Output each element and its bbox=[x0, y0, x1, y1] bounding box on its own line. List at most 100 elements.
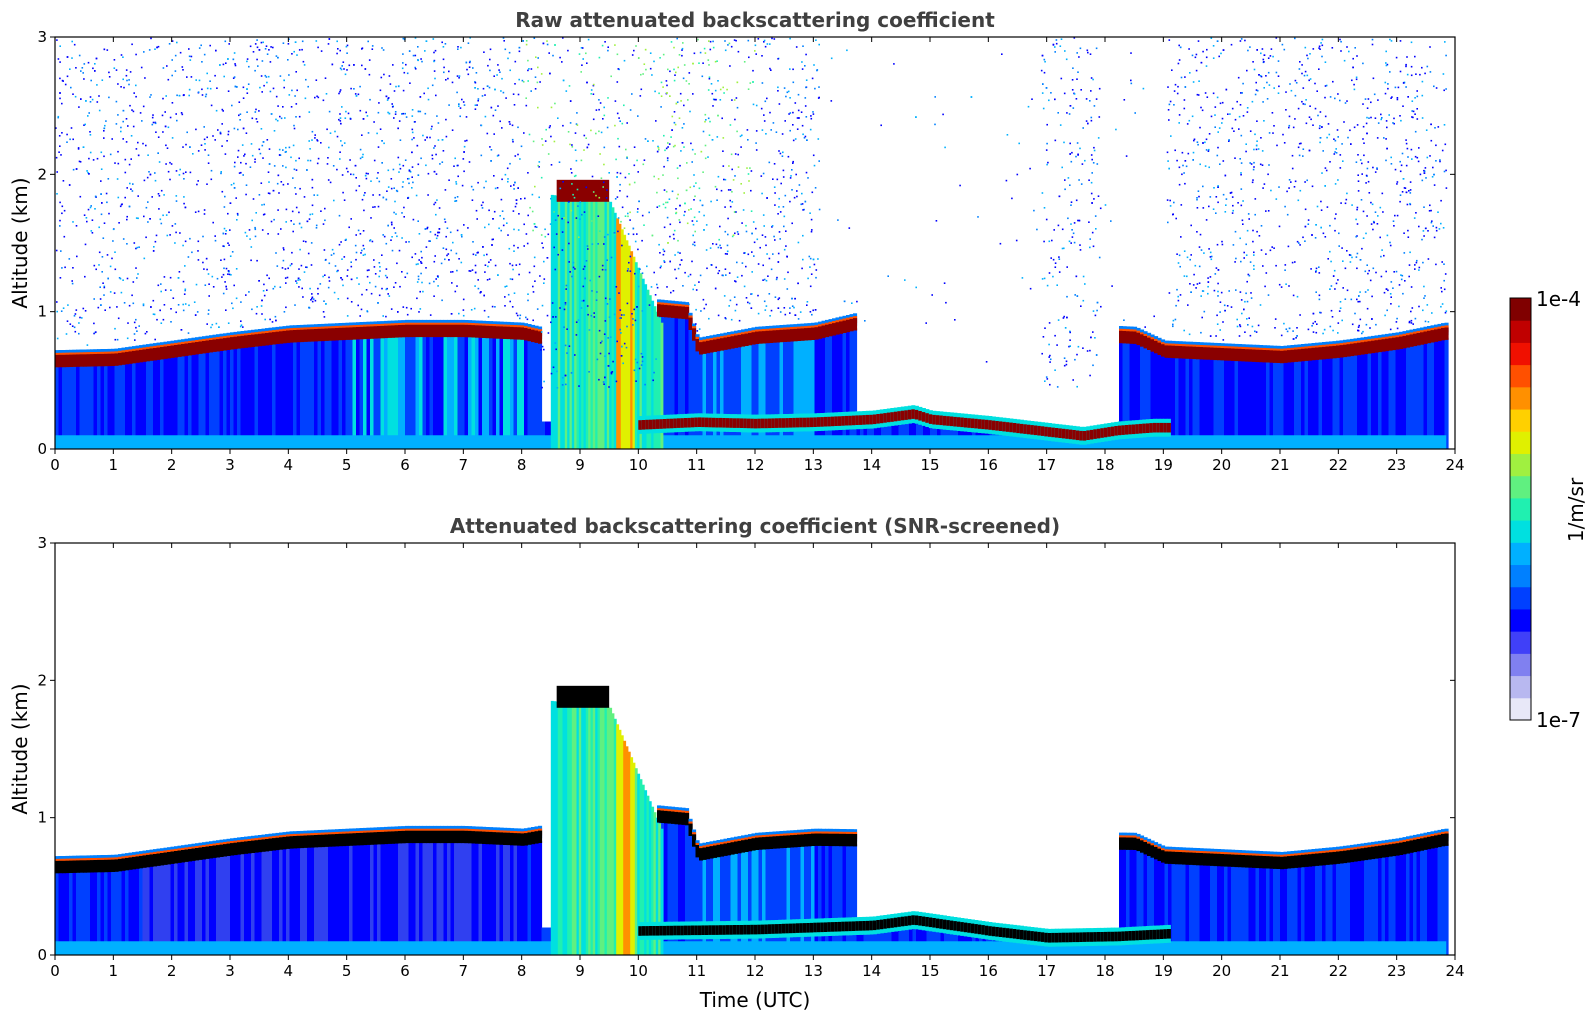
noise-speckle bbox=[1184, 76, 1186, 78]
noise-speckle bbox=[641, 310, 644, 312]
noise-speckle bbox=[1196, 283, 1199, 285]
cloud-base bbox=[1378, 339, 1383, 353]
noise-speckle bbox=[632, 324, 634, 326]
cloud-base bbox=[713, 339, 718, 352]
aerosol-column bbox=[720, 348, 725, 449]
cloud-base bbox=[520, 327, 525, 340]
surface-layer bbox=[788, 418, 793, 428]
noise-speckle bbox=[1209, 196, 1212, 198]
noise-speckle bbox=[474, 285, 476, 287]
noise-speckle bbox=[1074, 358, 1076, 361]
noise-speckle bbox=[302, 240, 305, 242]
noise-speckle bbox=[650, 286, 653, 288]
surface-layer bbox=[858, 415, 863, 425]
noise-speckle bbox=[141, 120, 143, 122]
noise-speckle bbox=[1253, 68, 1256, 71]
noise-speckle bbox=[102, 282, 104, 284]
noise-speckle bbox=[1365, 174, 1368, 177]
noise-speckle bbox=[812, 154, 815, 157]
noise-speckle bbox=[1299, 189, 1302, 192]
noise-speckle bbox=[1202, 185, 1204, 188]
aerosol-column bbox=[338, 338, 343, 449]
noise-speckle bbox=[1221, 240, 1223, 243]
noise-speckle bbox=[764, 236, 767, 238]
cloud-base bbox=[804, 328, 809, 341]
noise-speckle bbox=[267, 233, 269, 235]
cloud-base bbox=[240, 335, 245, 349]
cloud-base bbox=[790, 329, 795, 342]
noise-speckle bbox=[268, 192, 271, 195]
noise-speckle bbox=[1329, 161, 1331, 163]
noise-speckle bbox=[654, 294, 657, 296]
noise-speckle bbox=[1320, 209, 1323, 211]
noise-speckle bbox=[565, 383, 567, 386]
noise-speckle bbox=[414, 121, 416, 123]
noise-speckle bbox=[1092, 245, 1095, 248]
noise-speckle bbox=[93, 332, 95, 335]
noise-speckle bbox=[729, 205, 732, 208]
noise-speckle bbox=[460, 261, 463, 264]
noise-speckle bbox=[402, 112, 405, 115]
aerosol-column bbox=[870, 414, 875, 449]
noise-speckle bbox=[208, 283, 210, 285]
noise-speckle bbox=[506, 222, 508, 224]
noise-speckle bbox=[395, 85, 397, 88]
cloud-base bbox=[76, 354, 81, 367]
noise-speckle bbox=[766, 43, 769, 45]
noise-speckle bbox=[1438, 228, 1441, 230]
noise-speckle bbox=[346, 275, 349, 277]
noise-speckle bbox=[1064, 179, 1066, 181]
noise-speckle bbox=[508, 247, 511, 250]
noise-speckle bbox=[349, 159, 351, 161]
surface-layer bbox=[869, 414, 874, 425]
noise-speckle bbox=[601, 268, 604, 271]
noise-speckle bbox=[785, 230, 787, 232]
noise-speckle bbox=[1193, 273, 1195, 276]
noise-speckle bbox=[1440, 199, 1442, 202]
noise-speckle bbox=[716, 136, 719, 138]
noise-speckle bbox=[315, 224, 318, 227]
noise-speckle bbox=[585, 260, 588, 262]
noise-speckle bbox=[435, 213, 437, 216]
noise-speckle bbox=[769, 67, 771, 70]
noise-speckle bbox=[200, 144, 203, 146]
cloud-base bbox=[510, 326, 515, 340]
noise-speckle bbox=[1178, 44, 1180, 47]
noise-speckle bbox=[387, 111, 389, 114]
noise-speckle bbox=[424, 112, 427, 115]
noise-speckle bbox=[378, 102, 380, 104]
surface-layer bbox=[690, 417, 695, 428]
virga-column bbox=[583, 198, 587, 449]
noise-speckle bbox=[646, 265, 648, 268]
noise-speckle bbox=[216, 87, 218, 89]
noise-speckle bbox=[158, 161, 161, 163]
noise-speckle bbox=[763, 225, 765, 227]
noise-speckle bbox=[90, 79, 92, 82]
noise-speckle bbox=[1220, 291, 1223, 294]
noise-speckle bbox=[700, 310, 702, 312]
noise-speckle bbox=[84, 310, 87, 312]
noise-speckle bbox=[616, 81, 619, 83]
noise-speckle bbox=[761, 82, 764, 84]
noise-speckle bbox=[1344, 102, 1347, 104]
noise-speckle bbox=[1196, 231, 1198, 233]
aerosol-column bbox=[699, 352, 704, 449]
aerosol-column bbox=[895, 411, 900, 449]
noise-speckle bbox=[1362, 210, 1365, 213]
cloud-base bbox=[468, 324, 473, 338]
noise-speckle bbox=[140, 66, 143, 69]
noise-speckle bbox=[482, 201, 484, 204]
noise-speckle bbox=[1123, 99, 1126, 101]
noise-speckle bbox=[298, 211, 300, 214]
noise-speckle bbox=[800, 203, 802, 206]
noise-speckle bbox=[262, 213, 265, 216]
aerosol-column bbox=[366, 336, 371, 449]
cloud-base bbox=[1150, 339, 1155, 352]
noise-speckle bbox=[1192, 284, 1195, 286]
cloud-base bbox=[1262, 350, 1267, 363]
noise-speckle bbox=[454, 290, 457, 293]
noise-speckle bbox=[1215, 335, 1217, 337]
aerosol-column bbox=[832, 333, 837, 449]
noise-speckle bbox=[1376, 137, 1379, 139]
noise-speckle bbox=[1390, 40, 1393, 42]
